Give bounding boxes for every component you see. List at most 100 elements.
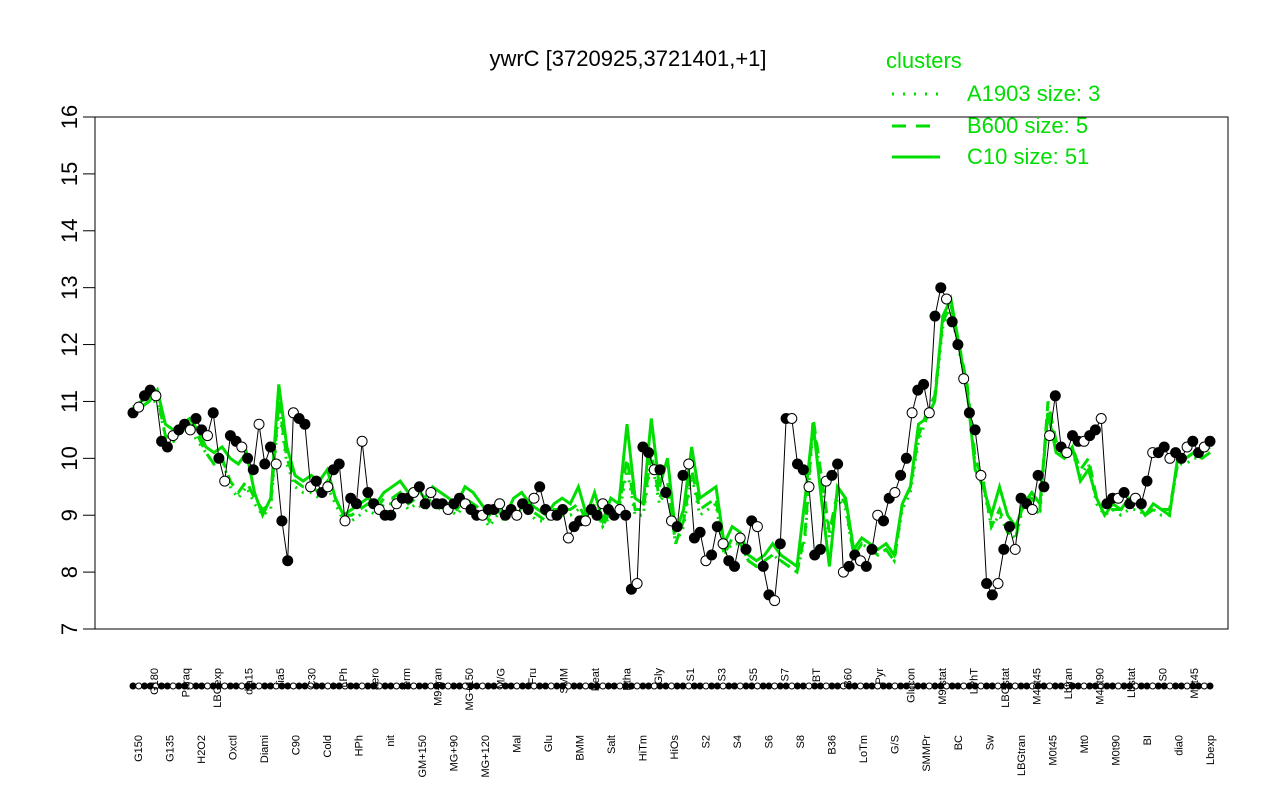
data-point [774, 538, 786, 550]
rug-marker [1172, 682, 1180, 690]
rug-marker [1143, 682, 1151, 690]
data-point [826, 469, 838, 481]
data-point [333, 458, 345, 470]
x-tick-label: G150 [133, 735, 145, 762]
data-point [425, 487, 437, 498]
rug-marker [885, 682, 893, 690]
rug-marker [450, 682, 458, 690]
data-point [683, 458, 695, 470]
rug-marker [1046, 682, 1054, 690]
rug-marker [582, 682, 590, 690]
data-point [769, 595, 781, 607]
data-point [963, 407, 975, 419]
rug-marker [295, 682, 303, 690]
rug-marker [318, 682, 326, 690]
rug-marker [1166, 682, 1174, 690]
data-point [299, 418, 311, 430]
data-point [797, 464, 809, 476]
data-point [133, 401, 145, 413]
x-tick-label: BT [811, 668, 823, 682]
rug-marker [570, 682, 578, 690]
data-point [528, 492, 540, 504]
x-tick-label: Fru [527, 668, 539, 685]
rug-marker [805, 682, 813, 690]
rug-marker [794, 682, 801, 690]
rug-marker [479, 682, 486, 690]
rug-marker [444, 682, 452, 690]
data-point [1204, 435, 1216, 447]
data-point [419, 498, 431, 510]
data-point [253, 418, 265, 430]
rug-marker [358, 682, 366, 690]
data-point [923, 407, 935, 419]
rug-marker [685, 682, 693, 690]
rug-marker [696, 682, 704, 690]
rug-marker [1206, 682, 1214, 690]
rug-marker [192, 682, 200, 690]
y-tick-label: 14 [57, 219, 82, 243]
x-tick-label: dia15 [243, 668, 255, 695]
x-tick-label: Salt [606, 735, 618, 754]
data-point [729, 560, 740, 572]
rug-marker [668, 682, 675, 690]
data-point [259, 458, 271, 470]
data-point [654, 464, 666, 476]
x-tick-label: S0 [1158, 668, 1170, 681]
data-point [1004, 521, 1015, 533]
data-point [219, 475, 231, 487]
x-tick-label: G135 [165, 735, 177, 762]
rug-marker [633, 682, 641, 690]
x-tick-label: HiTm [638, 735, 650, 761]
rug-marker [198, 682, 206, 690]
rug-marker [547, 682, 555, 690]
y-tick-label: 9 [57, 509, 82, 521]
x-tick-label: LBGtran [1016, 735, 1028, 776]
rug-marker [759, 682, 767, 690]
x-tick-label: LBGexp [212, 668, 224, 708]
rug-marker [605, 682, 612, 690]
x-tick-label: BI [1142, 735, 1154, 745]
rug-marker [891, 682, 899, 690]
x-tick-label: S6 [764, 735, 776, 748]
rug-marker [169, 682, 177, 690]
data-point [1044, 430, 1056, 442]
data-point [1118, 487, 1130, 498]
data-point [276, 515, 288, 527]
x-tick-label: S8 [795, 735, 807, 748]
x-tick-label: MG+150 [464, 668, 476, 711]
rug-marker [381, 682, 389, 690]
data-point [1089, 424, 1101, 436]
data-point [671, 521, 683, 533]
x-tick-label: M9-stat [937, 668, 949, 705]
series-layer [132, 286, 1211, 602]
chart-title: ywrC [3720925,3721401,+1] [489, 46, 766, 71]
y-tick-label: 10 [57, 446, 82, 470]
y-tick-label: 8 [57, 566, 82, 578]
x-tick-label: Glu [543, 735, 555, 752]
rug-marker [679, 682, 687, 690]
rug-marker [988, 682, 996, 690]
rug-marker [1109, 682, 1117, 690]
data-point [946, 316, 958, 328]
rug-marker [1074, 682, 1082, 690]
cluster-line [132, 305, 1211, 575]
data-point [562, 532, 574, 544]
x-tick-label: Mal [511, 735, 523, 753]
x-rug-markers [129, 682, 1214, 690]
y-tick-label: 12 [57, 332, 82, 356]
x-tick-label: M9-tran [433, 668, 445, 706]
rug-marker [897, 682, 905, 690]
data-point [866, 543, 878, 555]
rug-marker [731, 682, 738, 690]
rug-marker [719, 682, 727, 690]
data-point [643, 447, 655, 459]
data-point [981, 578, 993, 589]
rug-marker [1051, 682, 1059, 690]
data-point [969, 424, 981, 436]
x-tick-label: M/G [496, 668, 508, 689]
x-tick-label: B36 [827, 735, 839, 755]
rug-marker [816, 682, 824, 690]
x-tick-label: Sw [984, 735, 996, 750]
data-point [322, 481, 334, 493]
rug-marker [771, 682, 779, 690]
